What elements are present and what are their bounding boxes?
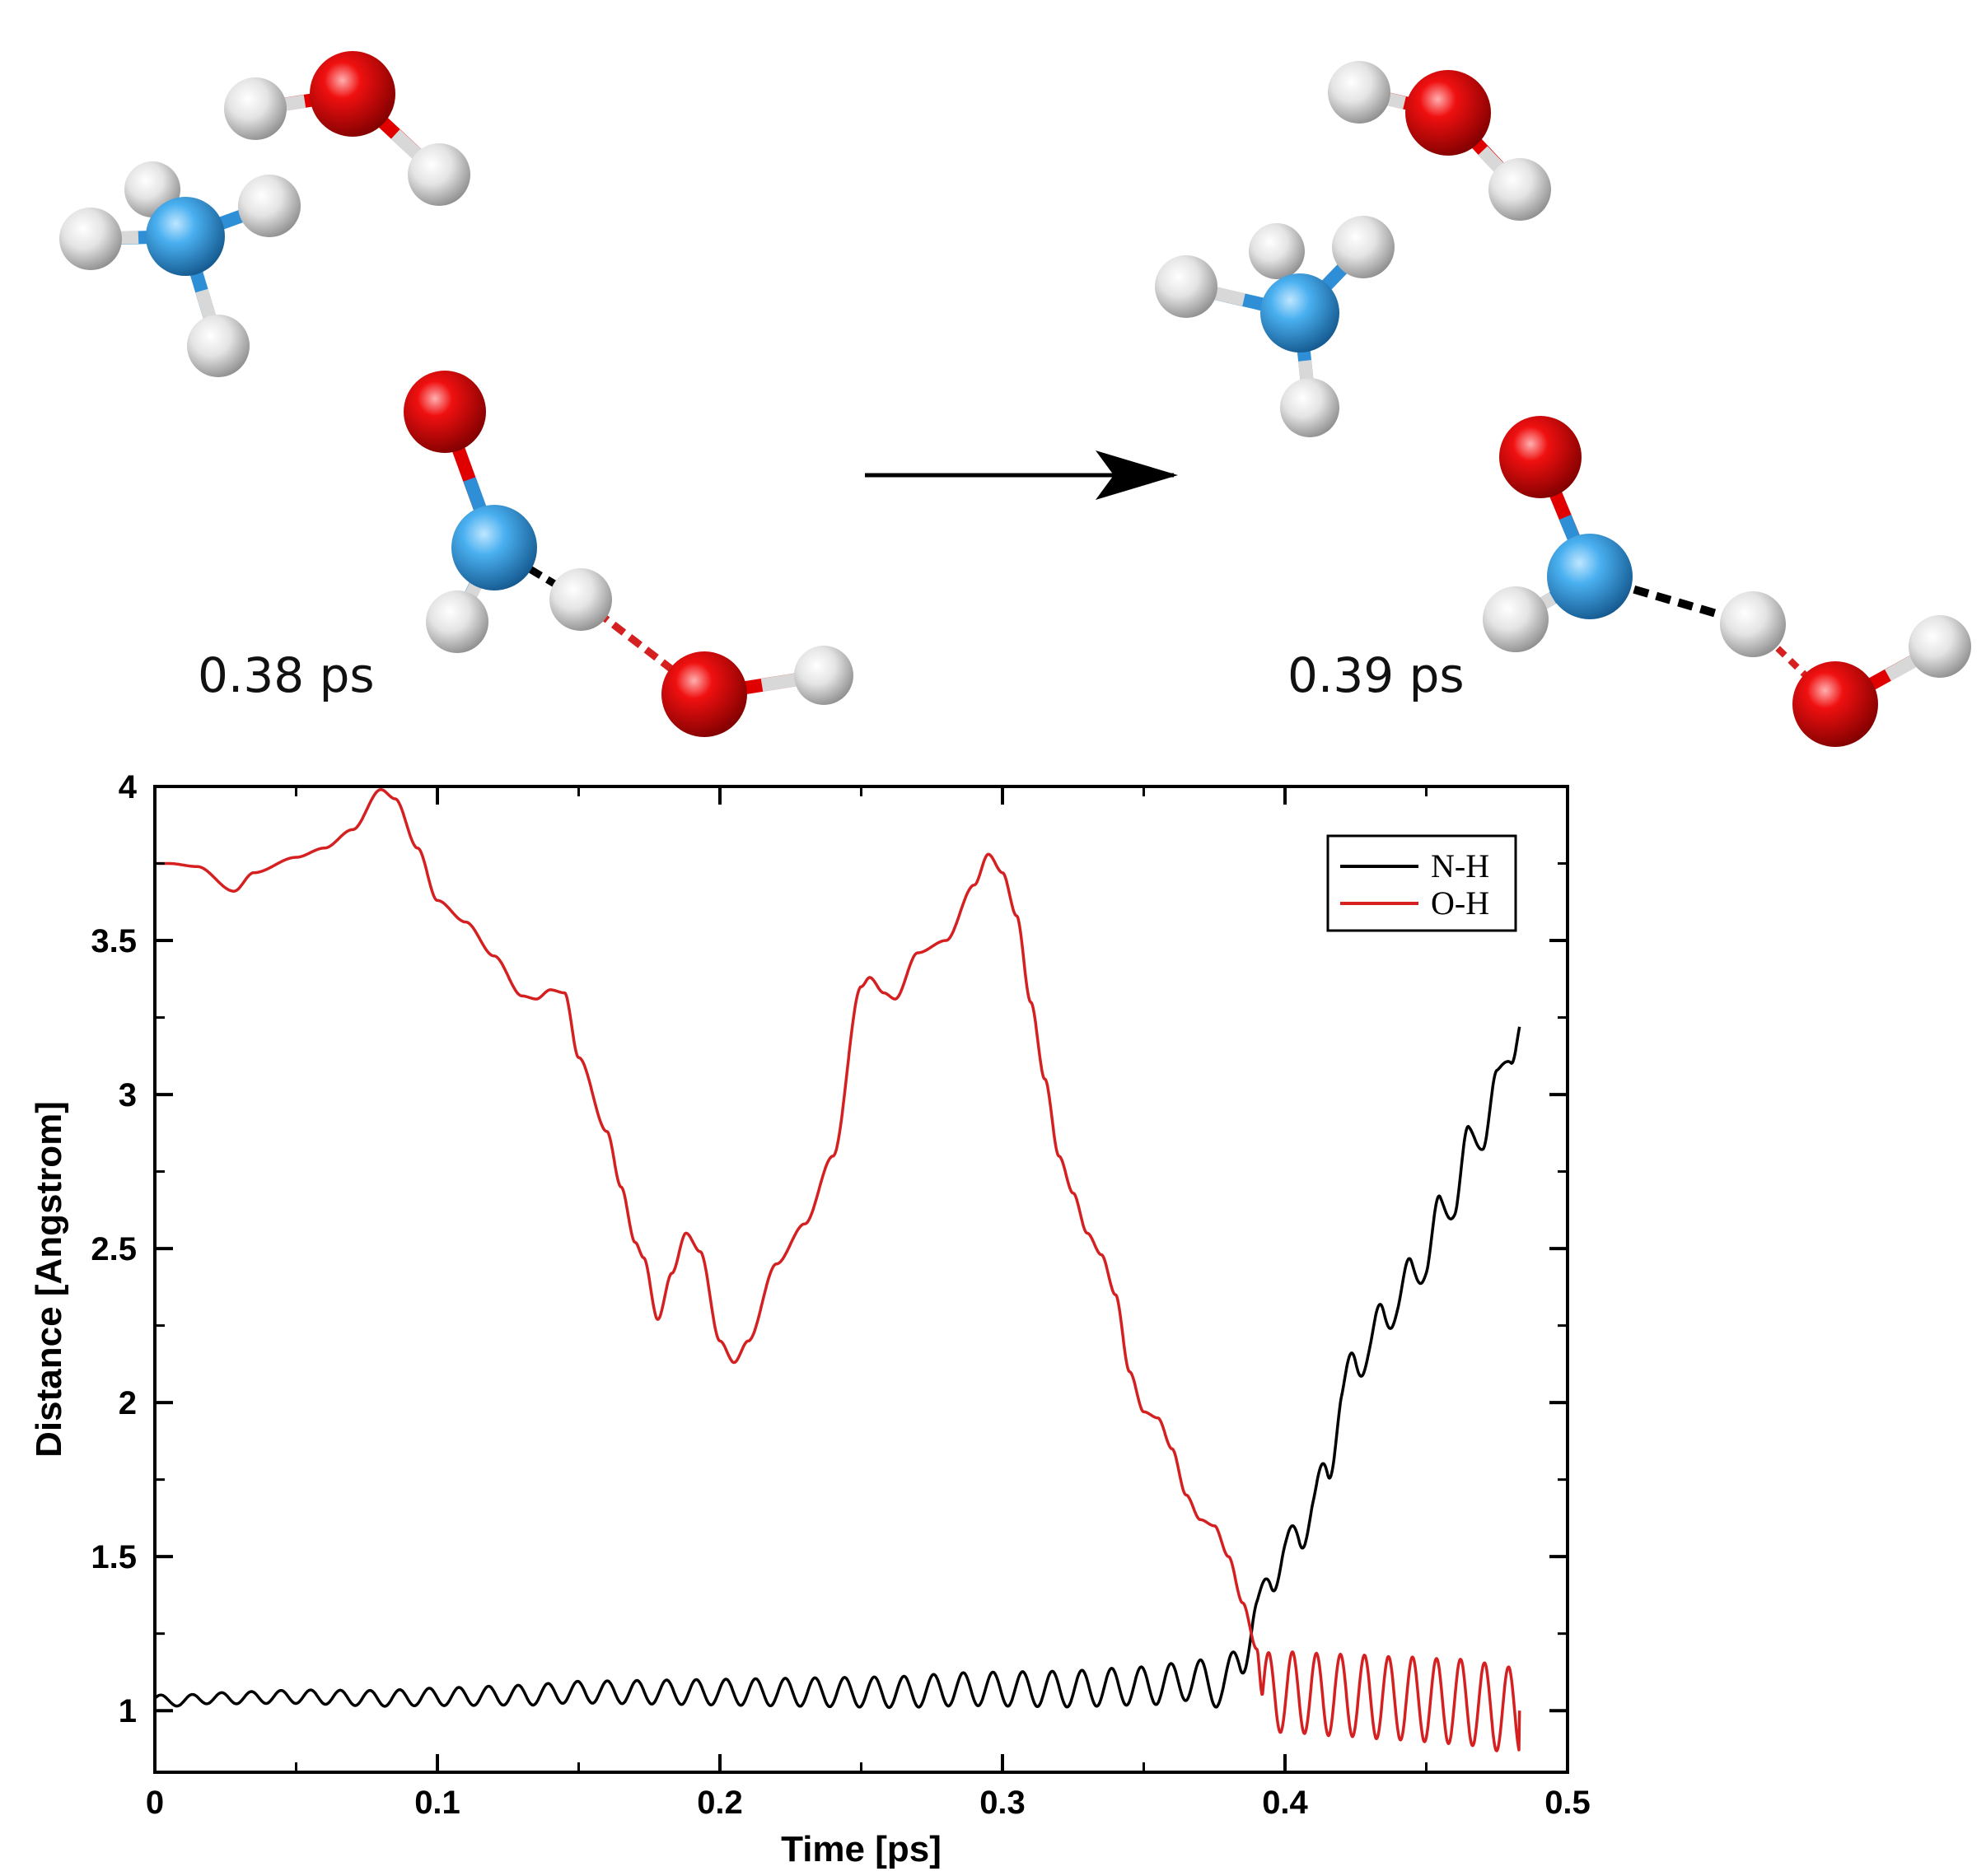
snapshot-before: 0.38 ps (59, 51, 853, 737)
x-tick-label: 0.2 (697, 1785, 743, 1821)
series-line-oh (153, 788, 1521, 1752)
hydrogen-atom (1280, 378, 1339, 437)
y-tick-label: 2.5 (91, 1231, 137, 1267)
series-line-nh (153, 1026, 1521, 1710)
hydrogen-atom (408, 143, 470, 206)
legend-label-oh: O-H (1431, 884, 1489, 922)
x-tick-label: 0.3 (979, 1785, 1026, 1821)
oxygen-atom (404, 371, 486, 453)
legend: N-H O-H (1326, 834, 1517, 932)
hydrogen-atom (549, 568, 612, 631)
oxygen-atom (1792, 661, 1878, 747)
nitrogen-atom (146, 197, 225, 276)
oxygen-atom (310, 51, 395, 137)
water-molecule (224, 51, 470, 206)
reactive-complex (404, 371, 853, 737)
y-tick-label: 1 (119, 1693, 137, 1729)
y-tick-label: 3 (119, 1077, 137, 1113)
y-tick-label: 4 (119, 769, 138, 805)
x-tick-label: 0 (146, 1785, 164, 1821)
x-tick-label: 0.5 (1544, 1785, 1591, 1821)
hydrogen-atom (1488, 158, 1551, 221)
hydrogen-atom (1909, 615, 1971, 678)
hydrogen-atom (1328, 61, 1390, 124)
snapshot-label: 0.39 ps (1287, 647, 1465, 703)
snapshot-label: 0.38 ps (198, 647, 375, 703)
x-axis-title: Time [ps] (781, 1829, 942, 1869)
distance-chart: 0 0.1 0.2 0.3 0.4 0.5 1 1.5 2 2.5 3 3.5 4 Time [ps]… (29, 769, 1591, 1869)
nitrogen-atom (451, 505, 537, 590)
hydrogen-atom (224, 77, 287, 140)
y-axis: 1 1.5 2 2.5 3 3.5 4 (91, 769, 1568, 1729)
ammonia-molecule (1155, 216, 1395, 437)
y-tick-label: 2 (119, 1385, 137, 1421)
x-axis: 0 0.1 0.2 0.3 0.4 0.5 (146, 786, 1591, 1821)
hydrogen-atom (187, 315, 250, 377)
water-molecule (1328, 61, 1551, 221)
hydrogen-atom (1249, 223, 1305, 279)
y-tick-label: 1.5 (91, 1539, 137, 1575)
ammonia-molecule (59, 161, 301, 377)
nitrogen-atom (1260, 273, 1339, 352)
snapshot-after: 0.39 ps (1155, 61, 1971, 747)
y-axis-title: Distance [Angstrom] (29, 1101, 69, 1458)
hydrogen-atom (1720, 591, 1786, 657)
y-tick-label: 3.5 (91, 923, 137, 959)
hydrogen-atom (794, 646, 853, 705)
legend-label-nh: N-H (1431, 847, 1489, 884)
legend-box (1326, 834, 1517, 932)
plot-frame (153, 785, 1569, 1774)
hydrogen-atom (1332, 216, 1395, 278)
hydrogen-atom (1483, 586, 1549, 652)
x-tick-label: 0.4 (1262, 1785, 1308, 1821)
oxygen-atom (1405, 70, 1491, 156)
x-tick-label: 0.1 (414, 1785, 460, 1821)
oxygen-atom (661, 651, 747, 737)
oxygen-atom (1499, 416, 1582, 498)
series-layer (153, 788, 1521, 1752)
reactive-complex (1483, 416, 1971, 747)
nitrogen-atom (1547, 534, 1633, 619)
hydrogen-atom (1155, 255, 1217, 318)
hydrogen-atom (59, 208, 122, 270)
hydrogen-atom (426, 590, 488, 653)
hydrogen-atom (238, 175, 301, 237)
